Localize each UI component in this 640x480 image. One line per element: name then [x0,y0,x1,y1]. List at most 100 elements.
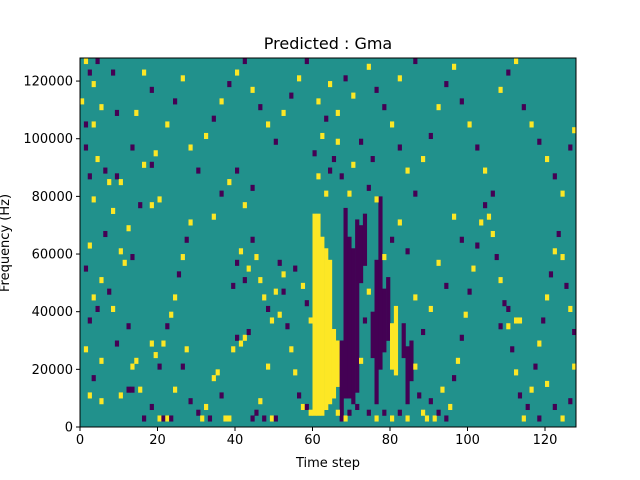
heatmap-cell [246,265,251,272]
heatmap-cell [331,156,337,163]
heatmap-cell [173,98,178,105]
heatmap-cell [219,98,224,105]
heatmap-segment [316,213,321,416]
heatmap-cell [91,196,96,203]
heatmap-cell [351,92,356,99]
heatmap-cell [161,415,166,422]
heatmap-cell [390,415,395,422]
heatmap-segment [339,340,344,422]
heatmap-cell [99,277,104,284]
heatmap-cell [138,386,143,393]
x-tick-label: 100 [455,433,480,448]
heatmap-cell [87,242,92,249]
heatmap-cell [231,282,236,289]
heatmap-cell [118,179,123,186]
heatmap-cell [281,288,286,295]
heatmap-cell [413,363,418,370]
heatmap-cell [436,259,441,266]
heatmap-cell [560,415,565,422]
heatmap-cell [180,254,185,261]
heatmap-cell [514,317,519,324]
heatmap-cell [273,415,278,422]
heatmap-cell [343,75,348,82]
heatmap-cell [219,190,224,197]
heatmap-segment [312,213,317,416]
heatmap-cell [545,294,550,301]
heatmap-segment [386,277,391,341]
heatmap-segment [355,219,360,393]
heatmap-cell [444,415,449,422]
heatmap-segment [359,225,364,284]
heatmap-cell [188,144,193,151]
heatmap-cell [262,415,267,422]
heatmap-cell [483,167,488,174]
heatmap-cell [366,184,371,191]
heatmap-cell [552,173,557,180]
heatmap-cell [324,190,329,197]
heatmap-cell [134,357,139,364]
heatmap-cell [149,340,154,347]
heatmap-cell [219,392,224,399]
heatmap-cell [114,109,120,116]
heatmap-cell [269,415,275,422]
heatmap-cell [204,403,209,411]
heatmap-cell [452,63,457,70]
heatmap-cell [463,311,468,318]
heatmap-cell [246,328,251,336]
heatmap-cell [374,415,379,422]
heatmap-cell [122,259,127,266]
heatmap-cell [421,156,426,163]
heatmap-cell [421,409,426,416]
heatmap-cell [254,409,259,416]
heatmap-cell [289,92,294,99]
heatmap-cell [277,259,282,266]
heatmap-cell [142,415,147,422]
heatmap-cell [316,173,321,180]
heatmap-cell [405,415,410,422]
heatmap-cell [169,311,174,318]
heatmap-cell [111,207,116,214]
heatmap-cell [436,104,441,111]
heatmap-cell [366,288,371,295]
heatmap-segment [374,259,379,405]
heatmap-cell [211,375,216,382]
heatmap-cell [521,415,526,422]
heatmap-cell [130,386,135,393]
heatmap-cell [250,86,255,93]
heatmap-cell [149,161,154,168]
heatmap-cell [258,104,263,111]
heatmap-cell [436,409,441,416]
heatmap-cell [196,167,201,174]
heatmap-segment [320,236,325,416]
heatmap-cell [397,219,402,226]
heatmap-cell [455,357,461,364]
heatmap-cell [87,392,92,399]
y-tick-label: 80000 [32,190,73,205]
heatmap-cell [207,415,213,422]
heatmap-cell [452,375,457,382]
heatmap-cell [238,248,244,255]
heatmap-cell [95,58,100,65]
heatmap-cell [537,138,542,145]
heatmap-cell [514,58,519,65]
heatmap-cell [413,294,418,301]
heatmap-cell [99,398,104,405]
heatmap-cell [111,305,116,312]
chart-title: Predicted : Gma [264,34,392,53]
heatmap-cell [494,254,499,261]
heatmap-segment [390,323,395,370]
heatmap-cell [297,392,302,399]
heatmap-cell [161,340,166,347]
heatmap-segment [347,236,352,399]
heatmap-cell [293,369,298,376]
heatmap-segment [405,346,410,405]
heatmap-cell [514,369,519,376]
heatmap-cell [176,271,182,278]
heatmap-cell [204,132,209,140]
heatmap-cell [95,305,100,312]
x-tick-label: 40 [227,433,244,448]
heatmap-cell [118,392,123,399]
y-tick-label: 60000 [32,248,73,263]
heatmap-cell [293,265,298,272]
heatmap-cell [541,317,546,324]
